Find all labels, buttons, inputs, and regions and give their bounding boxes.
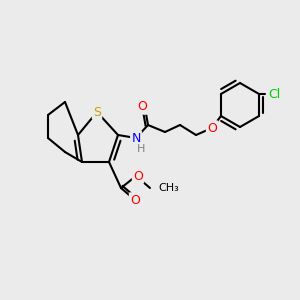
Text: O: O	[207, 122, 217, 134]
Text: O: O	[133, 169, 143, 182]
Text: H: H	[137, 144, 145, 154]
Text: O: O	[137, 100, 147, 113]
Text: N: N	[131, 131, 141, 145]
Text: CH₃: CH₃	[158, 183, 179, 193]
Text: S: S	[93, 106, 101, 118]
Text: O: O	[130, 194, 140, 206]
Text: Cl: Cl	[268, 88, 280, 100]
